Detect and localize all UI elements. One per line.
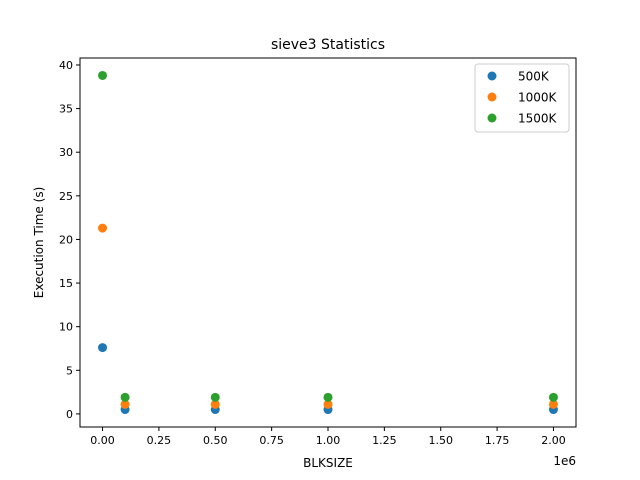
y-tick-label: 10 xyxy=(59,321,73,334)
y-tick-label: 15 xyxy=(59,277,73,290)
legend-label-500k: 500K xyxy=(518,70,550,84)
y-tick-label: 35 xyxy=(59,103,73,116)
x-tick-label: 1.75 xyxy=(485,434,510,447)
data-point-500k xyxy=(98,343,108,353)
data-point-1500k xyxy=(548,392,558,402)
x-tick-label: 0.00 xyxy=(90,434,115,447)
data-point-1500k xyxy=(210,392,220,402)
x-tick-label: 1.00 xyxy=(316,434,341,447)
x-tick-label: 1.50 xyxy=(428,434,453,447)
legend-marker-1500k xyxy=(487,113,497,123)
data-point-1000k xyxy=(210,399,220,409)
chart-title: sieve3 Statistics xyxy=(271,37,385,53)
x-tick-label: 2.00 xyxy=(541,434,566,447)
legend-frame xyxy=(474,63,570,133)
data-point-1000k xyxy=(120,399,130,409)
data-point-1000k xyxy=(98,223,108,233)
y-axis: 0 5 10 15 20 25 30 35 40 xyxy=(59,59,80,421)
y-tick-label: 40 xyxy=(59,59,73,72)
legend-label-1000k: 1000K xyxy=(518,91,558,105)
x-tick-label: 0.75 xyxy=(259,434,284,447)
legend: 500K 1000K 1500K xyxy=(474,63,570,133)
y-tick-label: 20 xyxy=(59,233,73,246)
plot-marks xyxy=(98,70,558,415)
data-point-1500k xyxy=(120,392,130,402)
x-axis: 0.00 0.25 0.50 0.75 1.00 1.25 1.50 1.75 2.00 xyxy=(90,427,566,447)
x-tick-label: 1.25 xyxy=(372,434,397,447)
y-tick-label: 25 xyxy=(59,190,73,203)
data-point-1000k xyxy=(548,399,558,409)
x-axis-label: BLKSIZE xyxy=(303,456,353,470)
data-point-1500k xyxy=(323,392,333,402)
y-tick-label: 30 xyxy=(59,146,73,159)
legend-marker-1000k xyxy=(487,92,497,102)
y-tick-label: 0 xyxy=(66,408,73,421)
legend-label-1500k: 1500K xyxy=(518,112,558,126)
y-tick-label: 5 xyxy=(66,364,73,377)
legend-marker-500k xyxy=(487,71,497,81)
data-point-1000k xyxy=(323,399,333,409)
data-point-1500k xyxy=(98,70,108,80)
x-tick-label: 0.50 xyxy=(203,434,228,447)
x-tick-label: 0.25 xyxy=(147,434,172,447)
x-axis-offset-label: 1e6 xyxy=(553,454,576,468)
y-axis-label: Execution Time (s) xyxy=(32,187,46,299)
